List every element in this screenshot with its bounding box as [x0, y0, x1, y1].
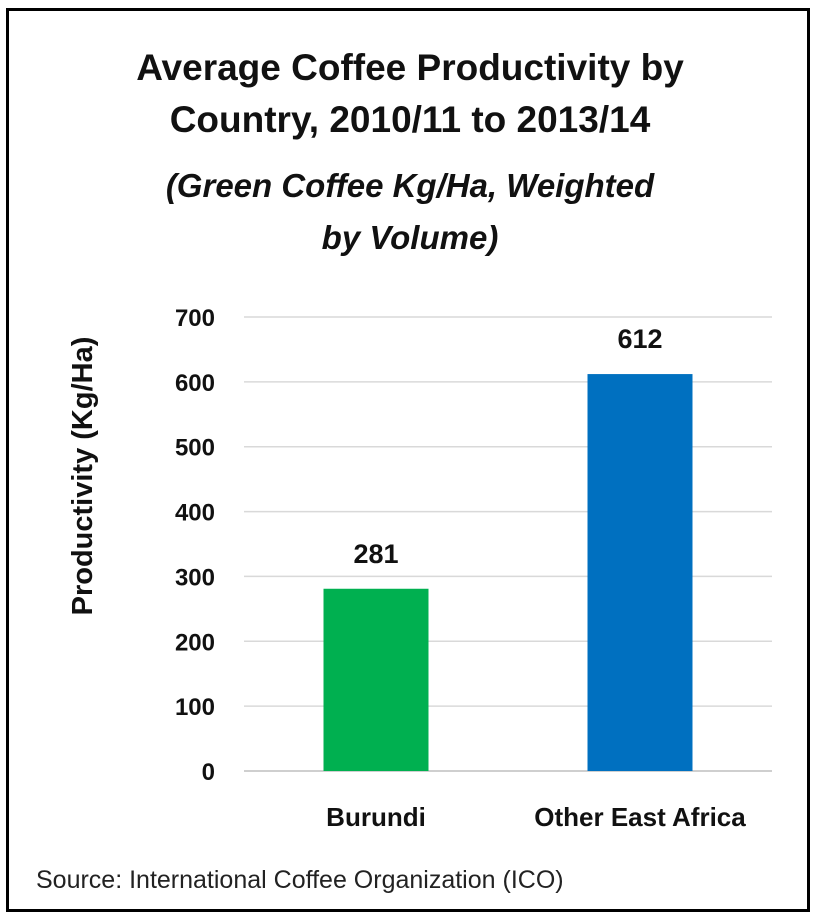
data-label: 281	[353, 539, 398, 569]
chart-title: Average Coffee Productivity by Country, …	[0, 42, 820, 146]
source-note: Source: International Coffee Organizatio…	[36, 866, 564, 894]
chart-subtitle-line-1: (Green Coffee Kg/Ha, Weighted	[165, 167, 655, 204]
y-tick-label: 200	[175, 629, 215, 656]
x-tick-labels: Burundi Other East Africa	[326, 802, 746, 832]
bars	[323, 374, 693, 771]
y-tick-labels: 0 100 200 300 400 500 600 700	[175, 305, 215, 786]
y-tick-label: 100	[175, 694, 215, 721]
bar	[587, 374, 693, 771]
gridlines	[244, 316, 772, 772]
x-tick-label: Burundi	[326, 802, 426, 832]
y-tick-label: 500	[175, 435, 215, 462]
y-axis-label: Productivity (Kg/Ha)	[67, 337, 99, 616]
y-tick-label: 700	[175, 305, 215, 332]
y-tick-label: 400	[175, 500, 215, 527]
chart-subtitle-line-2: by Volume)	[321, 219, 499, 256]
bar	[323, 588, 429, 771]
y-tick-label: 0	[202, 759, 215, 786]
y-tick-label: 300	[175, 564, 215, 591]
chart-title-line-1: Average Coffee Productivity by	[136, 47, 684, 88]
x-tick-label: Other East Africa	[534, 802, 746, 832]
chart-title-line-2: Country, 2010/11 to 2013/14	[169, 99, 651, 140]
data-label: 612	[617, 324, 662, 354]
y-tick-label: 600	[175, 370, 215, 397]
data-labels: 281 612	[353, 324, 662, 569]
chart-subtitle: (Green Coffee Kg/Ha, Weighted by Volume)	[0, 160, 820, 264]
